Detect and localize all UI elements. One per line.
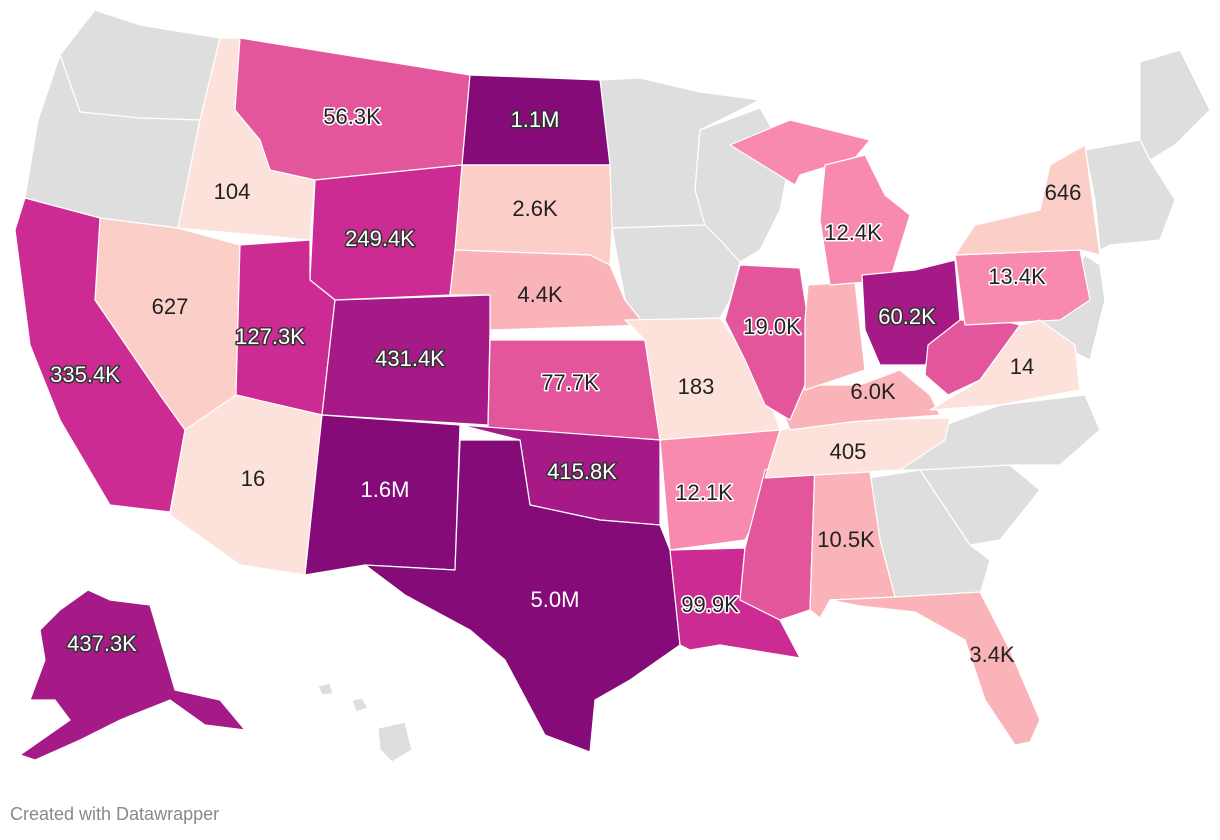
label-fl: 3.4K [969,642,1015,667]
state-me[interactable] [1139,49,1211,161]
label-oh: 60.2K [878,304,936,329]
label-mi: 12.4K [824,220,882,245]
datawrapper-credit[interactable]: Created with Datawrapper [10,804,220,824]
label-sd: 2.6K [512,196,558,221]
state-hi-3[interactable] [377,721,413,763]
label-nv: 627 [152,294,189,319]
label-ky: 6.0K [850,379,896,404]
label-ne: 4.4K [517,282,563,307]
label-mt: 56.3K [323,104,381,129]
label-id: 104 [214,179,251,204]
state-hi-2[interactable] [351,697,369,713]
label-wy: 249.4K [345,226,415,251]
state-new-england[interactable] [1084,139,1176,251]
state-il[interactable] [724,264,809,421]
label-az: 16 [241,466,265,491]
state-in[interactable] [804,281,866,391]
state-wa[interactable] [59,9,221,121]
label-ar: 12.1K [675,480,733,505]
label-ny: 646 [1045,180,1082,205]
state-va[interactable] [929,319,1081,411]
state-hi-1[interactable] [317,682,334,696]
label-nm: 1.6M [361,477,410,502]
state-ny[interactable] [954,144,1101,256]
label-ak: 437.3K [67,631,137,656]
label-nd: 1.1M [511,107,560,132]
state-mi-lower[interactable] [819,154,911,286]
state-ak[interactable] [19,589,246,761]
label-ut: 127.3K [235,324,305,349]
label-il: 19.0K [743,314,801,339]
label-ca: 335.4K [50,362,120,387]
no-data-states [24,9,1211,763]
label-la: 99.9K [681,592,739,617]
state-labels: 104 56.3K 1.1M 249.4K 2.6K 627 127.3K 43… [49,102,1082,667]
label-ks: 77.7K [541,370,599,395]
state-fl[interactable] [829,591,1041,746]
label-co: 431.4K [375,346,445,371]
label-pa: 13.4K [988,264,1046,289]
label-tn: 405 [830,439,867,464]
label-ok: 415.8K [547,459,617,484]
label-va: 14 [1010,354,1034,379]
state-tx[interactable] [364,439,681,753]
label-mo: 183 [678,374,715,399]
label-tx: 5.0M [531,587,580,612]
label-al: 10.5K [817,527,875,552]
data-states [14,37,1101,761]
